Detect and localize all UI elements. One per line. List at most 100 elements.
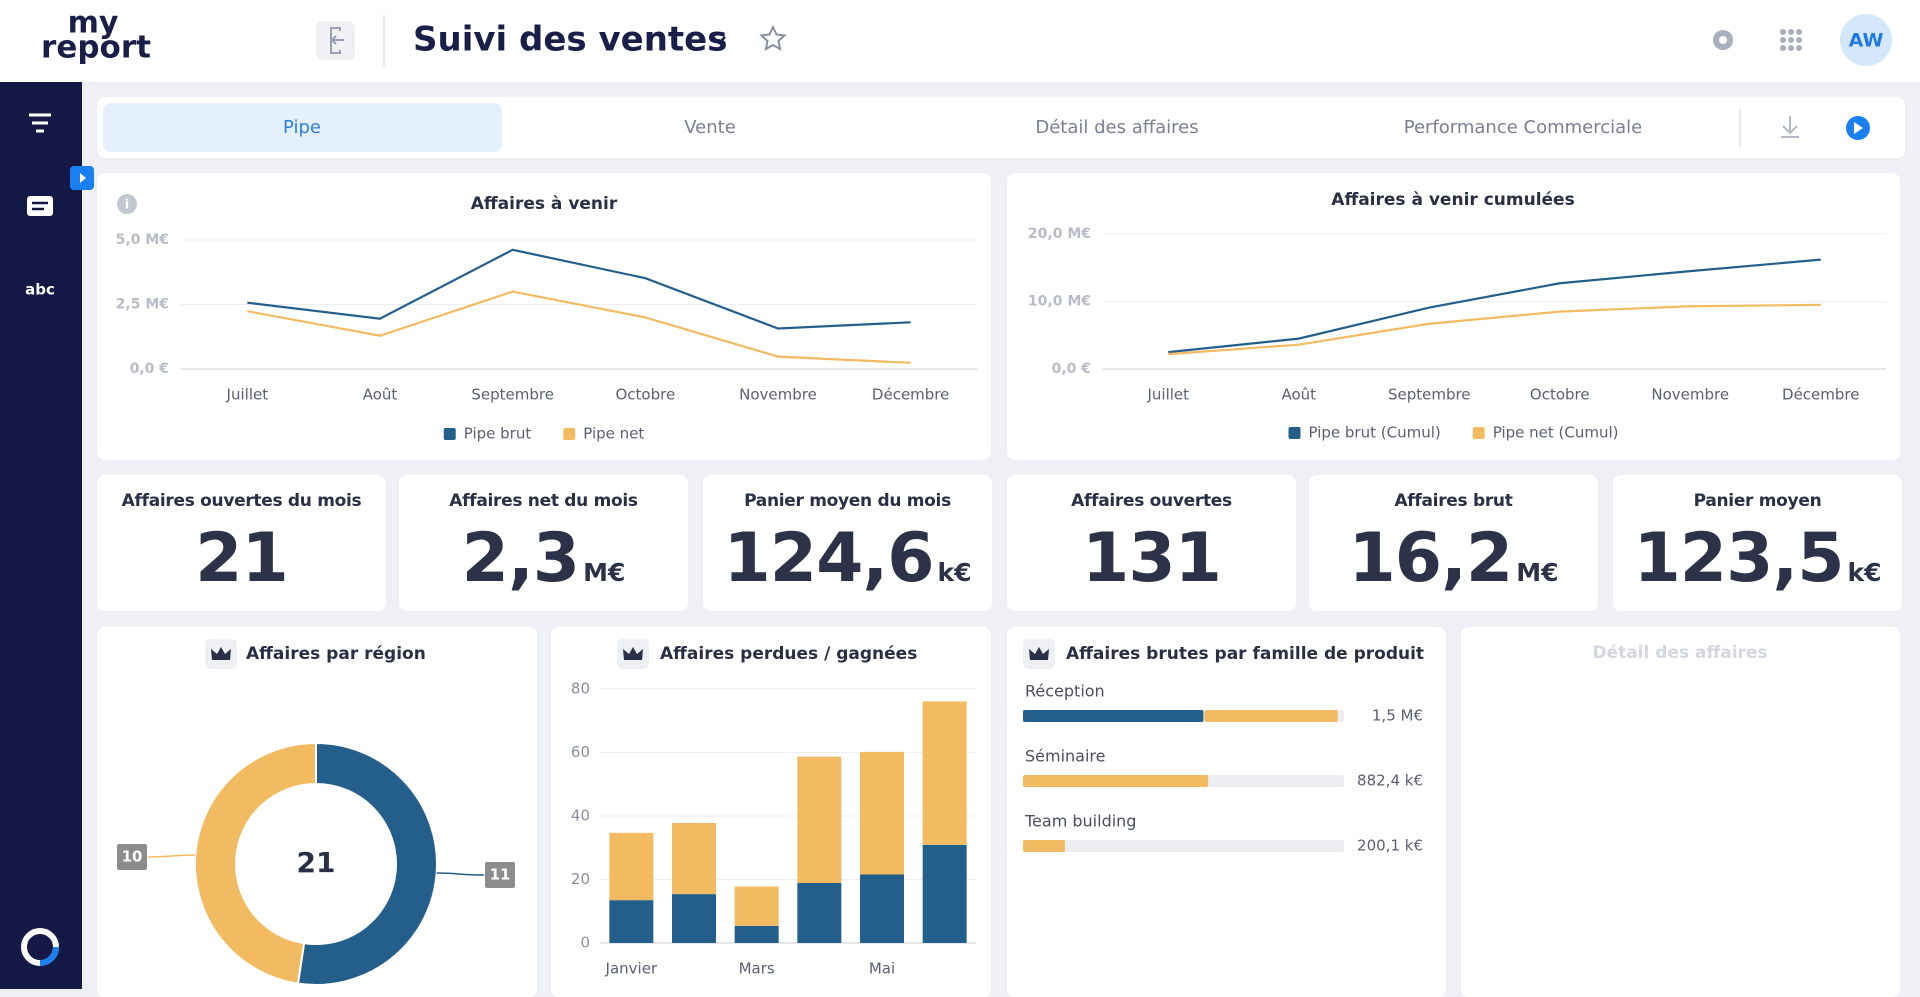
kpi-unit: k€ bbox=[1847, 558, 1882, 587]
comment-icon[interactable] bbox=[27, 196, 53, 216]
line-series bbox=[1168, 303, 1821, 356]
bar-segment bbox=[860, 874, 904, 943]
donut-center-label: 21 bbox=[297, 846, 336, 879]
x-tick-label: Juillet bbox=[226, 386, 269, 404]
y-tick-label: 60 bbox=[571, 743, 590, 761]
leader-line bbox=[436, 872, 485, 876]
y-tick-label: 5,0 M€ bbox=[116, 232, 169, 248]
y-tick-label: 20,0 M€ bbox=[1028, 226, 1091, 242]
bar-segment bbox=[797, 756, 842, 883]
chart-title: Affaires perdues / gagnées bbox=[660, 644, 917, 664]
present-button[interactable] bbox=[1846, 116, 1870, 140]
kpi-title: Panier moyen du mois bbox=[744, 491, 951, 511]
avatar[interactable] bbox=[1840, 14, 1892, 66]
data-label: 10 bbox=[122, 847, 143, 865]
page-title: Suivi des ventes bbox=[413, 20, 727, 60]
kpi-title: Panier moyen bbox=[1693, 491, 1822, 511]
tab[interactable]: Détail des affaires bbox=[1035, 117, 1199, 138]
info-glyph: i bbox=[125, 198, 129, 213]
bar-segment bbox=[1023, 710, 1204, 722]
kpi-title: Affaires ouvertes du mois bbox=[121, 491, 362, 511]
kpi-value: 21 bbox=[195, 519, 289, 598]
info-icon[interactable] bbox=[117, 194, 137, 214]
bar-segment bbox=[860, 751, 904, 875]
value-label: 882,4 k€ bbox=[1357, 772, 1423, 790]
legend-swatch bbox=[443, 428, 456, 440]
x-tick-label: Août bbox=[363, 386, 398, 404]
legend-swatch bbox=[1288, 427, 1301, 439]
kpi-unit: M€ bbox=[583, 558, 626, 587]
text-tool[interactable]: abc bbox=[25, 281, 55, 299]
kpi-unit: M€ bbox=[1516, 558, 1559, 587]
data-label-box bbox=[485, 862, 515, 889]
chart-panel: Affaires brutes par famille de produit Ré… bbox=[1007, 627, 1446, 997]
kpi-card: Affaires brut 16,2 M€ bbox=[1309, 475, 1598, 611]
y-tick-label: 80 bbox=[571, 680, 590, 698]
header-graphics: my report Suivi des ventes AW bbox=[41, 6, 1892, 67]
bar-segment bbox=[922, 844, 967, 943]
chart-title: Affaires à venir cumulées bbox=[1331, 190, 1574, 210]
legend-swatch bbox=[563, 428, 576, 440]
leader-line bbox=[147, 854, 196, 858]
settings-icon[interactable] bbox=[1713, 30, 1733, 50]
crown-icon bbox=[623, 647, 643, 660]
donut-slice bbox=[296, 741, 438, 986]
download-icon[interactable] bbox=[1781, 116, 1799, 138]
bar-segment bbox=[734, 886, 779, 926]
tab-bar: Pipe Vente Détail des affaires Performan… bbox=[97, 97, 1905, 158]
x-tick-label: Octobre bbox=[1530, 386, 1590, 404]
x-tick-label: Décembre bbox=[1782, 386, 1859, 404]
crown-icon bbox=[211, 647, 231, 660]
legend-label: Pipe brut bbox=[464, 425, 532, 443]
kpi-value: 131 bbox=[1082, 519, 1222, 598]
kpi-title: Affaires net du mois bbox=[449, 491, 638, 511]
y-tick-label: 40 bbox=[571, 807, 590, 825]
x-tick-label: Mai bbox=[869, 960, 895, 978]
exit-icon bbox=[330, 27, 344, 54]
brand-ring-accent bbox=[39, 946, 59, 966]
y-tick-label: 2,5 M€ bbox=[116, 297, 169, 313]
kpi-value: 16,2 bbox=[1348, 519, 1513, 598]
logo: report bbox=[41, 30, 151, 66]
donut-slice bbox=[193, 741, 317, 985]
x-tick-label: Novembre bbox=[739, 386, 817, 404]
bar-segment bbox=[1023, 775, 1209, 787]
data-label: 11 bbox=[490, 866, 511, 884]
header: my report Suivi des ventes AW bbox=[0, 0, 1920, 82]
expand-arrow bbox=[80, 173, 86, 183]
kpi-title: Affaires ouvertes bbox=[1071, 491, 1232, 511]
bar-track bbox=[1023, 840, 1344, 852]
chart: Affaires brutes par famille de produit Ré… bbox=[1023, 639, 1424, 855]
chart: i Affaires à venir 0,0 € 2,5 M€ 5,0 M€ Juille… bbox=[116, 194, 977, 443]
kpi-card: Panier moyen du mois 124,6 k€ bbox=[703, 475, 992, 611]
kpi-card: Affaires ouvertes du mois 21 bbox=[97, 475, 386, 611]
y-tick-label: 0 bbox=[580, 934, 590, 952]
active-tab-bg bbox=[103, 103, 502, 152]
title-dropdown[interactable] bbox=[712, 36, 726, 45]
x-tick-label: Septembre bbox=[471, 386, 554, 404]
present-icon bbox=[1854, 122, 1863, 134]
bar-segment bbox=[922, 701, 967, 845]
x-tick-label: Juillet bbox=[1146, 386, 1189, 404]
data-label-box bbox=[117, 843, 147, 870]
sidebar-graphics: abc bbox=[21, 113, 94, 966]
legend-label: Pipe net (Cumul) bbox=[1493, 424, 1619, 442]
line-series bbox=[1168, 258, 1821, 354]
favorite-star[interactable] bbox=[759, 24, 787, 51]
value-label: 200,1 k€ bbox=[1357, 837, 1423, 855]
legend-label: Pipe net bbox=[583, 425, 644, 443]
chart-panel: Détail des affaires bbox=[1461, 627, 1900, 997]
kpi-card: Affaires net du mois 2,3 M€ bbox=[399, 475, 688, 611]
filter-icon[interactable] bbox=[29, 113, 51, 133]
tab[interactable]: Vente bbox=[684, 117, 736, 138]
bar-segment bbox=[1023, 840, 1065, 852]
apps-icon[interactable] bbox=[1780, 29, 1802, 51]
category-label: Séminaire bbox=[1025, 747, 1106, 766]
tab[interactable]: Performance Commerciale bbox=[1403, 117, 1643, 138]
chart: Affaires à venir cumulées 0,0 € 10,0 M€ 20,… bbox=[1028, 190, 1886, 442]
bar-segment bbox=[672, 822, 716, 895]
x-tick-label: Mars bbox=[739, 960, 775, 978]
tab[interactable]: Pipe bbox=[283, 117, 321, 138]
chart-title: Affaires par région bbox=[246, 644, 426, 664]
